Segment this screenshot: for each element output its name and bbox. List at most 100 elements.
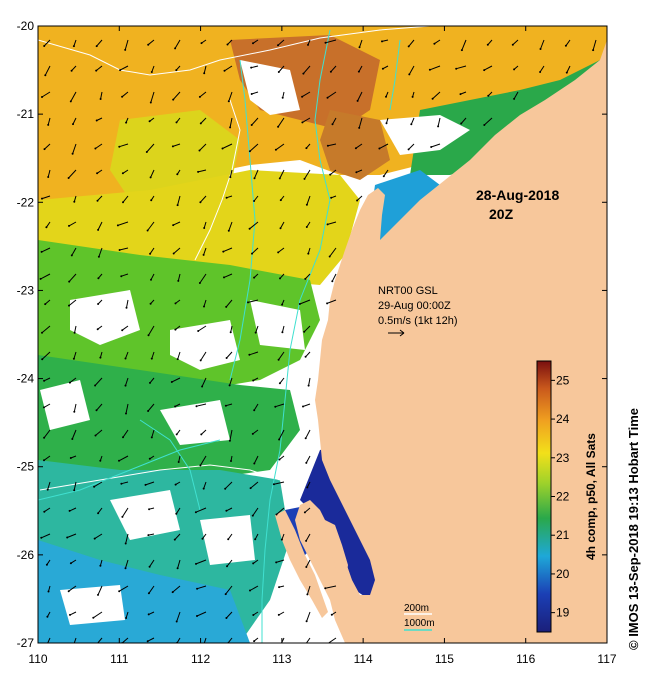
- current-vector: [118, 455, 129, 462]
- current-vector: [251, 117, 259, 126]
- current-vector-head: [511, 43, 514, 46]
- x-axis: 110 111 112 113 114 115 116 117: [28, 26, 617, 666]
- current-vector: [408, 143, 415, 150]
- current-vector: [357, 91, 363, 102]
- current-vector: [278, 351, 285, 360]
- current-vector: [275, 143, 285, 151]
- current-vector: [176, 611, 181, 622]
- current-vector-head: [198, 282, 201, 284]
- current-vector-head: [149, 302, 152, 305]
- current-vector-head: [73, 331, 76, 334]
- current-vector: [229, 377, 233, 386]
- current-vector: [200, 195, 207, 203]
- colorbar-tick-label: 23: [556, 451, 570, 465]
- current-vector-head: [147, 43, 150, 46]
- current-vector: [177, 559, 181, 569]
- current-vector-head: [278, 438, 281, 441]
- current-vector: [410, 117, 415, 125]
- current-vector: [223, 247, 233, 253]
- current-vector: [97, 637, 103, 643]
- current-vector-head: [195, 562, 197, 565]
- current-vector: [195, 507, 207, 513]
- current-vector: [539, 65, 545, 73]
- current-vector-head: [252, 562, 255, 565]
- current-vector: [203, 247, 207, 256]
- current-vector: [149, 377, 155, 384]
- current-vector: [147, 39, 155, 46]
- current-vector-head: [150, 357, 153, 360]
- current-vector-head: [307, 384, 310, 387]
- current-vector-head: [124, 567, 127, 570]
- current-vector-head: [121, 329, 124, 332]
- current-vector-head: [278, 647, 280, 649]
- current-vector-head: [177, 461, 180, 463]
- current-vector: [150, 273, 155, 280]
- current-vector: [119, 143, 129, 148]
- current-vector-head: [302, 72, 305, 75]
- current-vector-head: [176, 358, 179, 361]
- current-vector: [122, 429, 129, 438]
- current-vector-head: [116, 224, 119, 227]
- current-vector: [172, 585, 181, 593]
- current-vector: [97, 195, 103, 202]
- current-vector-head: [331, 123, 334, 126]
- current-vector-head: [45, 645, 47, 647]
- current-vector-head: [71, 438, 74, 440]
- vector-scale-label: 0.5m/s (1kt 12h): [378, 315, 457, 327]
- current-vector: [303, 325, 311, 333]
- current-vector-head: [93, 485, 96, 488]
- current-vector-head: [69, 613, 71, 616]
- current-vector-head: [145, 151, 148, 153]
- current-vector: [68, 273, 77, 282]
- current-vector-head: [330, 613, 333, 616]
- y-tick-label: -20: [17, 19, 35, 33]
- y-tick-label: -25: [17, 460, 35, 474]
- current-vector: [304, 169, 311, 180]
- current-vector-head: [249, 487, 252, 490]
- current-vector: [119, 65, 129, 71]
- current-vector: [200, 117, 207, 124]
- current-vector-head: [197, 170, 200, 173]
- current-vector-head: [202, 253, 205, 256]
- current-vector-head: [225, 509, 228, 512]
- current-vector-head: [592, 49, 595, 52]
- current-vector-head: [124, 384, 127, 387]
- current-vector: [249, 585, 259, 591]
- current-vector-head: [228, 384, 231, 387]
- current-vector-head: [277, 251, 280, 254]
- current-vector-head: [70, 254, 73, 257]
- current-vector: [251, 91, 259, 95]
- current-vector-head: [99, 356, 102, 359]
- current-vector-head: [147, 334, 150, 337]
- current-vector-head: [223, 276, 225, 279]
- current-vector: [200, 429, 207, 435]
- current-vector-head: [203, 305, 205, 308]
- contour-200m-label: 200m: [404, 603, 429, 614]
- current-vector-head: [301, 95, 304, 98]
- current-vector: [230, 325, 233, 333]
- current-vector-head: [174, 483, 177, 486]
- current-vector-head: [95, 69, 98, 72]
- current-vector: [247, 299, 259, 303]
- current-vector-head: [45, 563, 48, 566]
- current-vector-head: [171, 145, 174, 148]
- current-vector: [223, 273, 233, 278]
- current-vector: [147, 221, 155, 231]
- current-vector: [358, 65, 363, 72]
- current-vector-head: [194, 511, 197, 514]
- current-vector: [249, 221, 259, 230]
- current-vector: [149, 247, 155, 255]
- current-vector-head: [147, 613, 150, 616]
- current-vector-head: [94, 384, 97, 387]
- current-vector-head: [148, 565, 151, 568]
- current-vector: [47, 117, 51, 126]
- current-vector-head: [148, 508, 151, 511]
- current-vector-head: [46, 488, 49, 491]
- current-vector-head: [68, 381, 71, 384]
- current-vector-head: [301, 121, 304, 124]
- current-time-label: 29-Aug 00:00Z: [378, 300, 451, 312]
- current-vector-head: [253, 276, 256, 279]
- current-vector: [277, 117, 285, 128]
- x-tick-label: 112: [191, 652, 210, 666]
- current-vector-head: [43, 45, 46, 47]
